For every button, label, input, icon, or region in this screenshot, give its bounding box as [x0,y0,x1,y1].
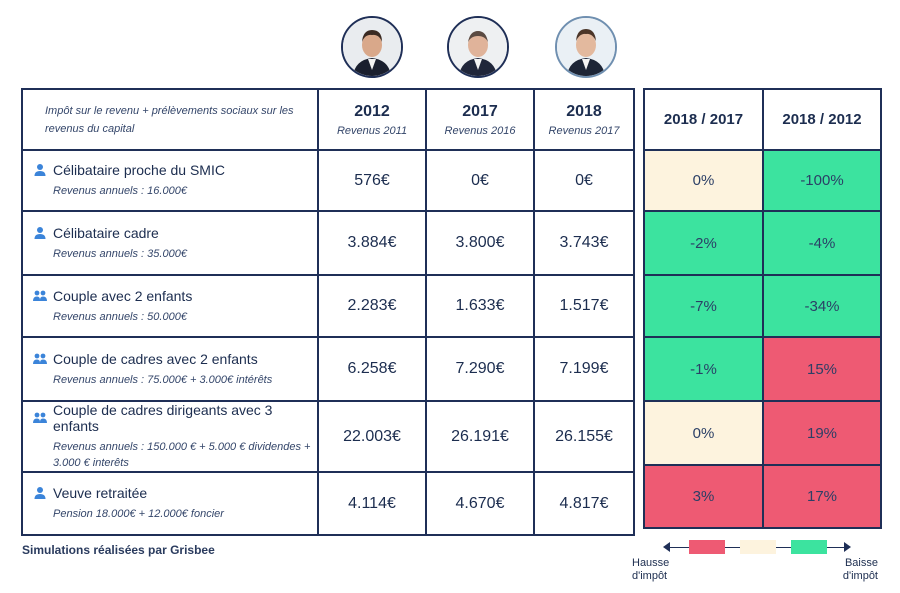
group-icon [33,412,47,423]
tax-value-2018: 7.199€ [533,336,635,402]
year-header-2017: 2017 Revenus 2016 [425,88,535,151]
profile-name: Célibataire proche du SMIC [53,162,225,178]
group-icon [33,353,47,364]
tax-value-2017: 26.191€ [425,400,535,473]
change-2018-2012: -4% [762,210,882,276]
tax-value-2017: 4.670€ [425,471,535,536]
tax-comparison-table: Impôt sur le revenu + prélèvements socia… [21,88,635,536]
table-header-row: Impôt sur le revenu + prélèvements socia… [21,88,635,151]
profile-cell: Couple de cadres avec 2 enfants Revenus a… [21,336,319,402]
table-row: Couple de cadres avec 2 enfants Revenus a… [21,336,635,402]
profile-name: Veuve retraitée [53,485,148,501]
profile-name: Couple de cadres dirigeants avec 3 enfan… [53,402,273,434]
tax-value-2018: 1.517€ [533,274,635,338]
tax-value-2018: 0€ [533,149,635,212]
profile-cell: Célibataire proche du SMIC Revenus annuel… [21,149,319,212]
header-description: Impôt sur le revenu + prélèvements socia… [21,88,319,151]
tax-value-2012: 3.884€ [317,210,427,276]
color-legend: Hausse d'impôt Baisse d'impôt [630,535,890,590]
tax-value-2018: 3.743€ [533,210,635,276]
arrow-right-icon [844,542,851,552]
legend-label-decrease: Baisse d'impôt [842,557,878,582]
tax-value-2017: 1.633€ [425,274,535,338]
tax-value-2017: 7.290€ [425,336,535,402]
legend-swatch-increase [689,540,725,554]
table-row: Couple avec 2 enfants Revenus annuels : 5… [21,274,635,338]
group-icon [33,290,47,301]
profile-name: Célibataire cadre [53,224,159,241]
profile-description: Revenus annuels : 75.000€ + 3.000€ intér… [53,373,273,386]
single-person-icon [34,487,46,499]
table-row: -1% 15% [643,336,882,402]
tax-value-2017: 0€ [425,149,535,212]
profile-cell: Veuve retraitée Pension 18.000€ + 12.000€… [21,471,319,536]
change-2018-2012: 15% [762,336,882,402]
year-header-2012: 2012 Revenus 2011 [317,88,427,151]
year-label: 2018 [566,102,602,120]
profile-cell: Couple avec 2 enfants Revenus annuels : 5… [21,274,319,338]
legend-swatch-neutral [740,540,776,554]
change-2018-2017: 3% [643,464,764,529]
profile-cell: Célibataire cadre Revenus annuels : 35.00… [21,210,319,276]
table-row: 0% -100% [643,149,882,212]
table-row: 3% 17% [643,464,882,529]
table-row: Célibataire proche du SMIC Revenus annuel… [21,149,635,212]
profile-description: Revenus annuels : 150.000 € + 5.000 € di… [53,441,311,469]
change-2018-2012: 19% [762,400,882,466]
percentage-change-table: 2018 / 2017 2018 / 2012 0% -100% -2% -4% -7%… [643,88,882,529]
profile-description: Revenus annuels : 50.000€ [53,310,187,323]
tax-value-2018: 26.155€ [533,400,635,473]
change-2018-2017: -7% [643,274,764,338]
comparison-header-row: 2018 / 2017 2018 / 2012 [643,88,882,151]
table-row: -2% -4% [643,210,882,276]
tax-value-2017: 3.800€ [425,210,535,276]
change-2018-2017: 0% [643,400,764,466]
profile-name: Couple de cadres avec 2 enfants [53,350,258,367]
change-2018-2012: 17% [762,464,882,529]
profile-cell: Couple de cadres dirigeants avec 3 enfan… [21,400,319,473]
table-row: Couple de cadres dirigeants avec 3 enfan… [21,400,635,473]
year-sub-label: Revenus 2011 [336,124,408,137]
year-label: 2012 [354,102,390,120]
table-row: -7% -34% [643,274,882,338]
comparison-header-2018-2012: 2018 / 2012 [762,88,882,151]
table-row: Célibataire cadre Revenus annuels : 35.00… [21,210,635,276]
single-person-icon [34,164,46,176]
table-row: 0% 19% [643,400,882,466]
change-2018-2017: -1% [643,336,764,402]
tax-value-2012: 22.003€ [317,400,427,473]
year-sub-label: Revenus 2016 [444,124,516,137]
tax-value-2012: 2.283€ [317,274,427,338]
profile-name: Couple avec 2 enfants [53,287,193,304]
portrait-avatar-2012 [341,16,403,78]
tax-value-2018: 4.817€ [533,471,635,536]
tax-value-2012: 4.114€ [317,471,427,536]
legend-label-increase: Hausse d'impôt [632,557,670,582]
change-2018-2012: -34% [762,274,882,338]
change-2018-2012: -100% [762,149,882,212]
tax-value-2012: 6.258€ [317,336,427,402]
profile-description: Pension 18.000€ + 12.000€ foncier [53,508,224,520]
year-label: 2017 [462,102,498,120]
year-sub-label: Revenus 2017 [548,124,620,137]
single-person-icon [34,226,46,239]
change-2018-2017: -2% [643,210,764,276]
tax-value-2012: 576€ [317,149,427,212]
arrow-left-icon [663,542,670,552]
portrait-avatar-2017 [447,16,509,78]
legend-swatch-decrease [791,540,827,554]
portrait-avatar-2018 [555,16,617,78]
comparison-header-2018-2017: 2018 / 2017 [643,88,764,151]
profile-description: Revenus annuels : 35.000€ [53,247,187,260]
year-header-2018: 2018 Revenus 2017 [533,88,635,151]
source-footnote: Simulations réalisées par Grisbee [22,543,215,557]
table-row: Veuve retraitée Pension 18.000€ + 12.000€… [21,471,635,536]
change-2018-2017: 0% [643,149,764,212]
profile-description: Revenus annuels : 16.000€ [53,185,187,197]
